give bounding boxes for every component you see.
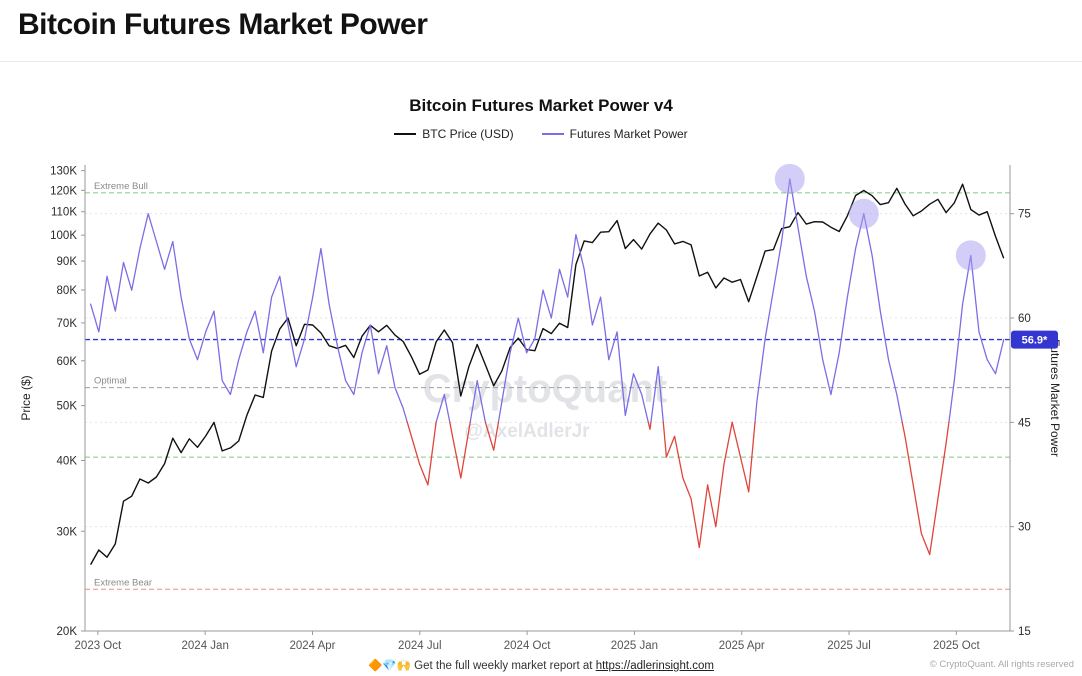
- x-tick-label: 2024 Jan: [182, 640, 229, 652]
- left-tick-label: 40K: [57, 456, 78, 468]
- highlight-circle: [774, 163, 805, 194]
- page-title: Bitcoin Futures Market Power: [18, 8, 428, 41]
- left-axis-title: Price ($): [19, 375, 33, 420]
- left-tick-label: 100K: [50, 230, 77, 242]
- left-tick-label: 80K: [57, 285, 78, 297]
- right-axis-title: Futures Market Power: [1048, 339, 1062, 457]
- x-tick-label: 2025 Jul: [827, 640, 870, 652]
- report-footer: 🔶💎🙌 Get the full weekly market report at…: [0, 658, 1082, 672]
- legend-item-futures-market-power: Futures Market Power: [541, 127, 688, 141]
- copyright-notice: © CryptoQuant. All rights reserved: [929, 659, 1074, 670]
- watermark-handle: @AxelAdlerJr: [464, 421, 590, 442]
- left-tick-label: 30K: [57, 526, 78, 538]
- fmp-line-swatch: [541, 133, 564, 135]
- right-tick-label: 60: [1018, 313, 1031, 325]
- left-tick-label: 130K: [50, 166, 77, 178]
- x-tick-label: 2025 Apr: [719, 640, 765, 652]
- report-text: 🔶💎🙌 Get the full weekly market report at: [368, 660, 593, 672]
- x-tick-label: 2024 Jul: [398, 640, 441, 652]
- report-link[interactable]: https://adlerinsight.com: [595, 660, 714, 672]
- left-tick-label: 20K: [57, 626, 78, 638]
- legend-label-futures-market-power: Futures Market Power: [569, 127, 688, 141]
- level-label-optimal: Optimal: [94, 376, 127, 387]
- right-tick-label: 45: [1018, 417, 1031, 429]
- right-tick-label: 30: [1018, 522, 1031, 534]
- left-tick-label: 60K: [57, 356, 78, 368]
- left-tick-label: 110K: [51, 207, 77, 219]
- left-tick-label: 120K: [50, 185, 77, 197]
- highlight-circle: [848, 198, 879, 229]
- header-divider: [0, 61, 1082, 62]
- current-value-text: 56.9*: [1022, 335, 1048, 347]
- left-tick-label: 50K: [57, 401, 78, 413]
- level-label-extreme-bear: Extreme Bear: [94, 577, 152, 588]
- current-value-badge: [1011, 330, 1058, 349]
- left-tick-label: 90K: [57, 256, 78, 268]
- chart-legend: BTC Price (USD) Futures Market Power: [0, 127, 1082, 141]
- left-tick-label: 70K: [57, 318, 78, 330]
- legend-item-btc-price: BTC Price (USD): [394, 127, 514, 141]
- btc-line-swatch: [394, 133, 417, 135]
- x-tick-label: 2024 Oct: [504, 640, 551, 652]
- highlight-circle: [955, 240, 986, 271]
- fmp-line-high: [89, 178, 1005, 423]
- right-tick-label: 75: [1018, 209, 1031, 221]
- x-tick-label: 2024 Apr: [289, 640, 335, 652]
- right-tick-label: 15: [1018, 626, 1031, 638]
- chart-plot: CryptoQuant @AxelAdlerJr Extreme Bull Optim…: [19, 163, 1062, 652]
- chart-title: Bitcoin Futures Market Power v4: [409, 96, 673, 115]
- legend-label-btc-price: BTC Price (USD): [422, 127, 514, 141]
- fmp-line-low: [406, 421, 950, 556]
- x-tick-label: 2025 Jan: [611, 640, 658, 652]
- level-label-extreme-bull: Extreme Bull: [94, 181, 148, 192]
- watermark-cryptoquant: CryptoQuant: [423, 367, 667, 411]
- x-tick-label: 2025 Oct: [933, 640, 980, 652]
- x-tick-label: 2023 Oct: [75, 640, 122, 652]
